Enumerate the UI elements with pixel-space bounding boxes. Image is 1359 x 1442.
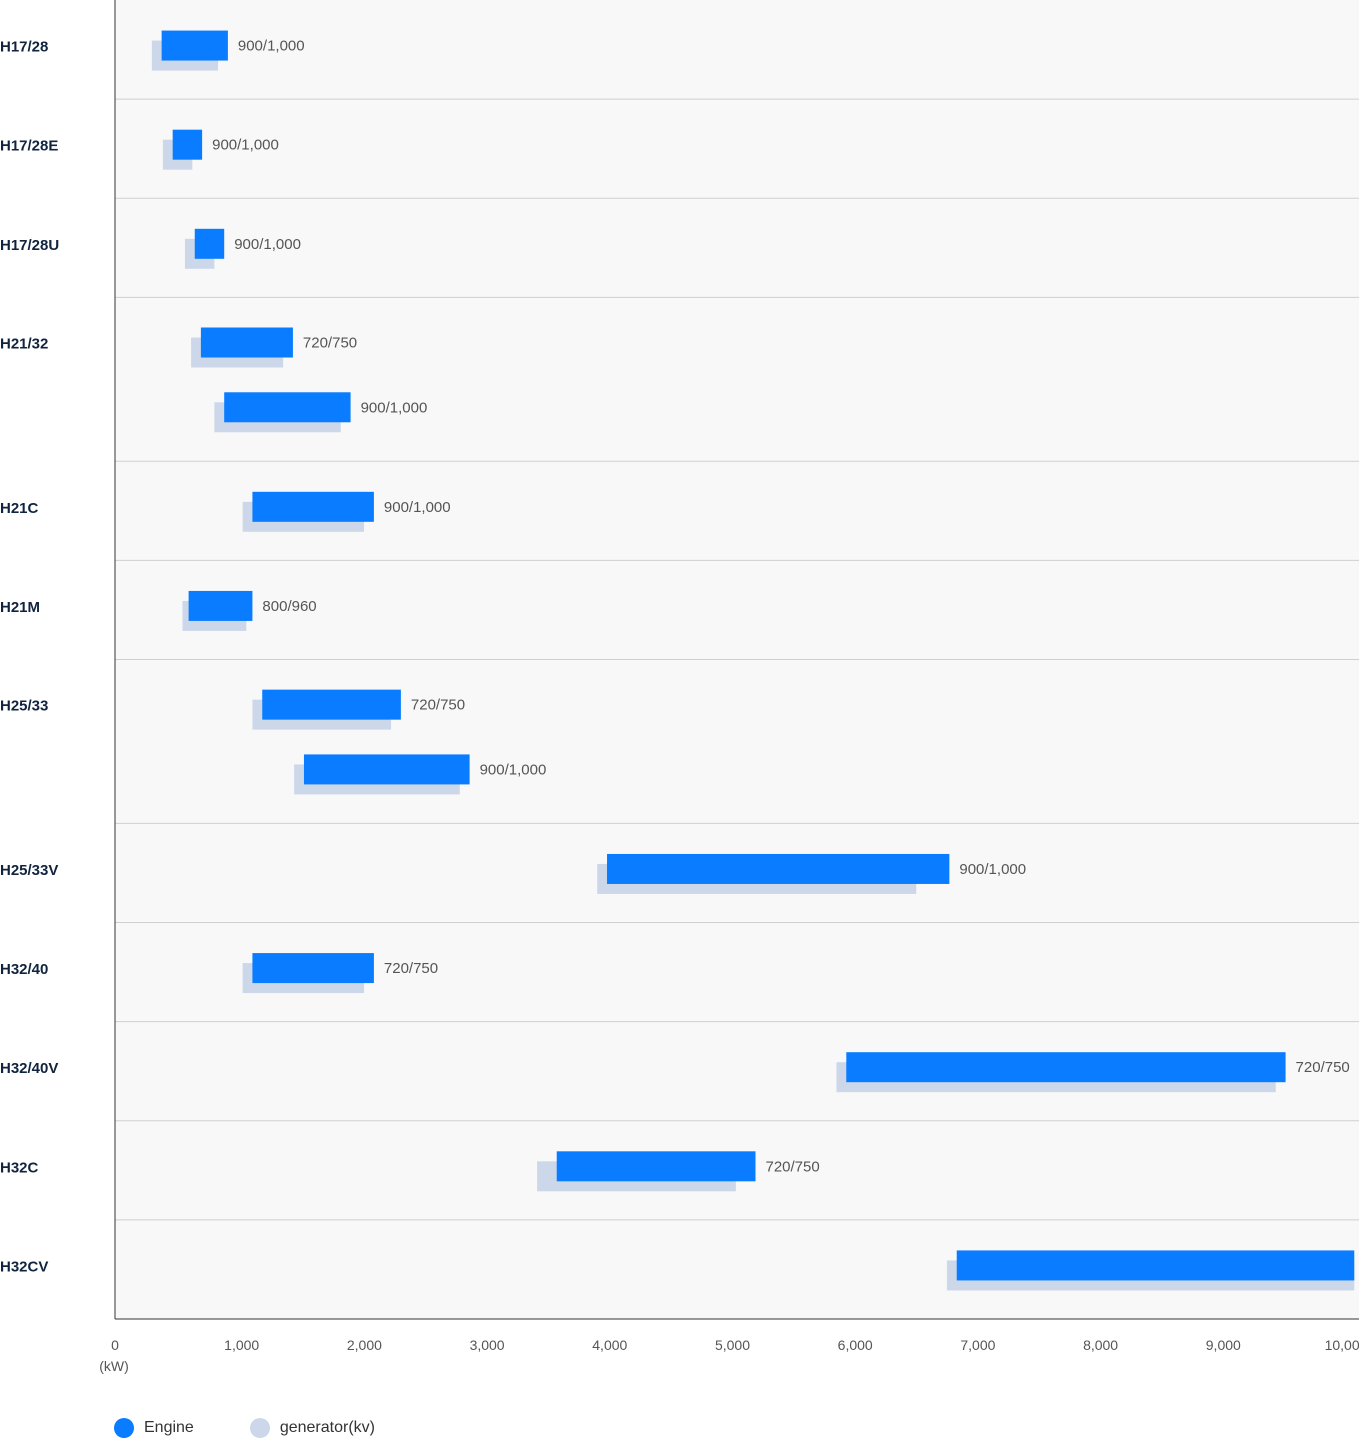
speed-label: 720/750 bbox=[384, 960, 438, 977]
row-background bbox=[115, 198, 1359, 298]
model-label: H21C bbox=[0, 500, 39, 517]
engine-bar bbox=[956, 1250, 1355, 1281]
speed-label: 720/750 bbox=[1296, 1059, 1350, 1076]
speed-label: 900/1,000 bbox=[238, 38, 305, 55]
speed-label: 800/960 bbox=[262, 598, 316, 615]
engine-bar bbox=[262, 689, 401, 720]
row-background bbox=[115, 659, 1359, 824]
legend: Engine generator(kv) bbox=[114, 1418, 431, 1438]
bars bbox=[151, 30, 1355, 1291]
x-axis-unit: (kW) bbox=[99, 1358, 129, 1374]
engine-bar bbox=[161, 30, 228, 61]
x-tick-label: 10,000 bbox=[1325, 1337, 1359, 1353]
engine-bar bbox=[252, 953, 374, 984]
row-background bbox=[115, 297, 1359, 462]
model-label: H17/28 bbox=[0, 39, 48, 56]
speed-label: 720/750 bbox=[765, 1158, 819, 1175]
speed-label: 900/1,000 bbox=[384, 499, 451, 516]
engine-bar bbox=[200, 327, 293, 358]
model-label: H32/40V bbox=[0, 1060, 58, 1077]
x-axis: 0 1,000 2,000 3,000 4,000 5,000 6,000 7,000 8,00… bbox=[111, 0, 1359, 1353]
legend-label-generator: generator(kv) bbox=[279, 1419, 375, 1436]
legend-swatch-engine bbox=[114, 1418, 134, 1438]
legend-swatch-generator bbox=[249, 1418, 270, 1438]
x-tick-label: 8,000 bbox=[1083, 1337, 1118, 1353]
model-label: H21M bbox=[0, 599, 40, 616]
speed-label: 900/1,000 bbox=[234, 236, 301, 253]
engine-bar bbox=[556, 1151, 756, 1182]
engine-bar bbox=[846, 1052, 1286, 1083]
x-tick-label: 9,000 bbox=[1206, 1337, 1241, 1353]
speed-label: 900/1,000 bbox=[959, 861, 1026, 878]
row-backgrounds bbox=[115, 0, 1359, 1319]
speed-label: 720/750 bbox=[411, 697, 465, 714]
x-tick-label: 1,000 bbox=[224, 1337, 259, 1353]
model-label: H32CV bbox=[0, 1258, 48, 1275]
model-label: H21/32 bbox=[0, 336, 48, 353]
x-tick-label: 5,000 bbox=[715, 1337, 750, 1353]
x-tick-label: 2,000 bbox=[347, 1337, 382, 1353]
model-label: H32/40 bbox=[0, 961, 48, 978]
x-tick-label: 3,000 bbox=[470, 1337, 505, 1353]
x-tick-label: 6,000 bbox=[838, 1337, 873, 1353]
engine-bar bbox=[172, 129, 203, 160]
engine-bar bbox=[303, 754, 470, 785]
model-label: H17/28E bbox=[0, 138, 58, 155]
legend-label-engine: Engine bbox=[144, 1419, 194, 1436]
model-label: H25/33 bbox=[0, 698, 48, 715]
row-background bbox=[115, 99, 1359, 199]
row-background bbox=[115, 560, 1359, 660]
x-tick-label: 7,000 bbox=[960, 1337, 995, 1353]
engine-bar bbox=[194, 228, 225, 259]
legend-item-generator: generator(kv) bbox=[249, 1418, 375, 1438]
speed-label: 720/750 bbox=[303, 335, 357, 352]
x-tick-label: 4,000 bbox=[592, 1337, 627, 1353]
engine-bar bbox=[607, 853, 950, 884]
model-label: H17/28U bbox=[0, 237, 59, 254]
speed-label: 900/1,000 bbox=[480, 761, 547, 778]
model-label: H32C bbox=[0, 1159, 39, 1176]
engine-bar bbox=[252, 491, 374, 522]
legend-item-engine: Engine bbox=[114, 1418, 194, 1438]
x-tick-label: 0 bbox=[111, 1337, 119, 1353]
engine-bar bbox=[224, 392, 351, 423]
model-label: H25/33V bbox=[0, 862, 58, 879]
row-background bbox=[115, 0, 1359, 100]
speed-label: 900/1,000 bbox=[212, 137, 279, 154]
speed-label: 900/1,000 bbox=[361, 399, 428, 416]
labels: H17/28 900/1,000 H17/28E 900/1,000 H17/28U 90… bbox=[0, 38, 1350, 1276]
engine-bar bbox=[188, 590, 253, 621]
